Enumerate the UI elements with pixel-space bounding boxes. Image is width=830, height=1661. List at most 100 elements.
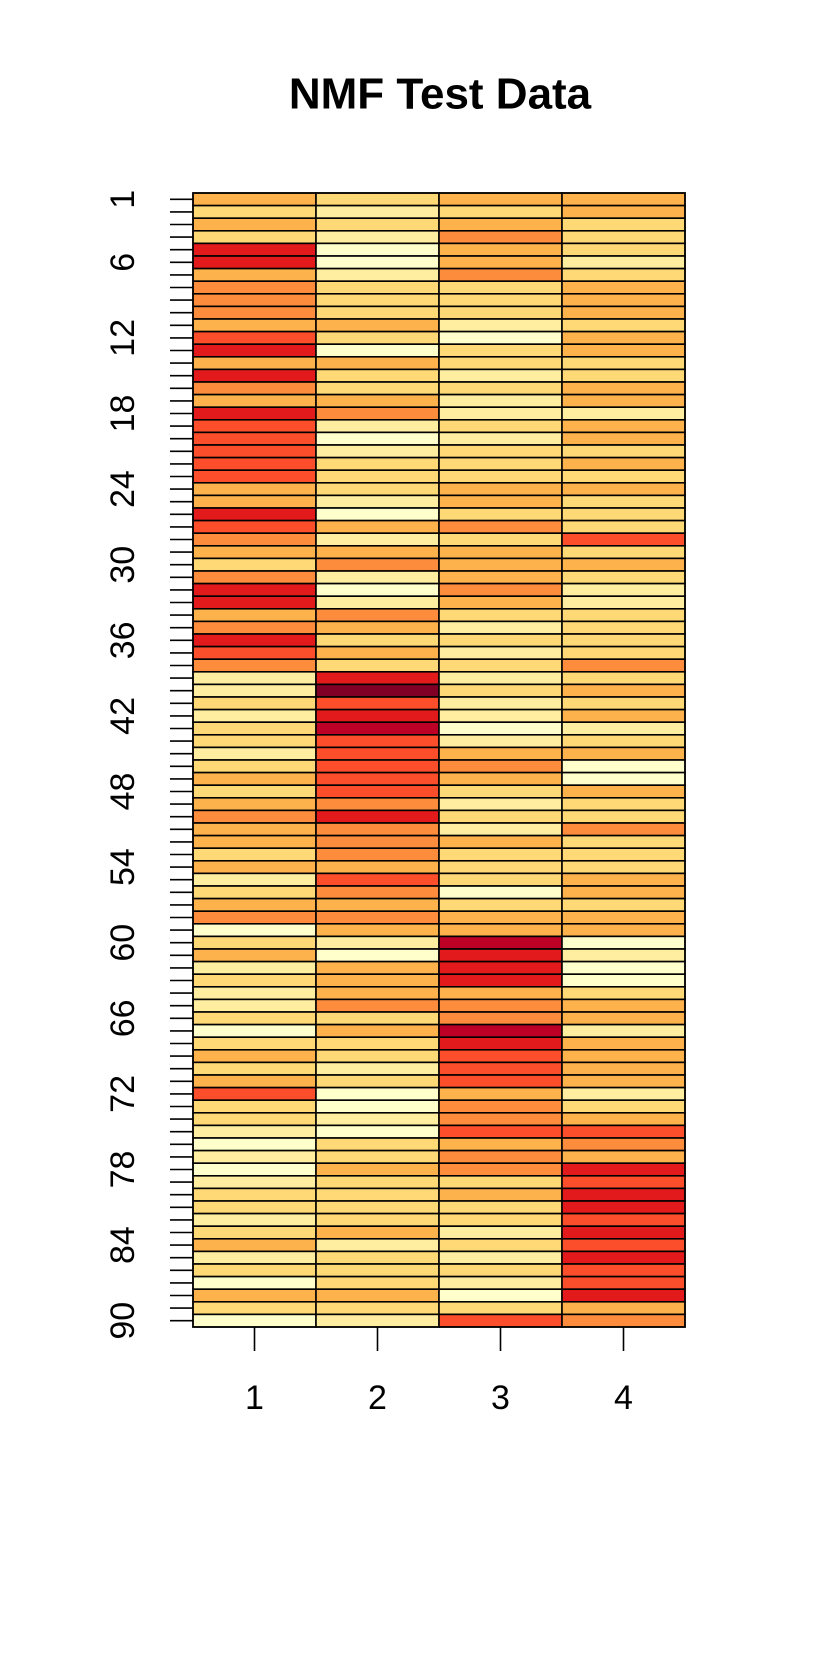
heatmap-cell [315, 1023, 440, 1038]
y-tick-label: 24 [104, 470, 142, 508]
heatmap-cell [438, 733, 563, 749]
heatmap-cell [438, 645, 563, 660]
heatmap-cell [192, 922, 317, 938]
heatmap-cell [192, 292, 317, 308]
heatmap-cell [438, 1074, 563, 1089]
heatmap-cell [315, 1225, 440, 1240]
heatmap-cell [561, 922, 686, 938]
heatmap-cell [438, 633, 563, 648]
heatmap-cell [192, 746, 317, 761]
heatmap-cell [561, 204, 686, 220]
heatmap-cell [561, 948, 686, 963]
heatmap-cell [315, 1137, 440, 1152]
heatmap-cell [192, 255, 317, 270]
heatmap-cell [315, 330, 440, 346]
heatmap-cell [315, 557, 440, 572]
heatmap-cell [561, 267, 686, 283]
heatmap-cell [315, 1074, 440, 1089]
heatmap-cell [561, 330, 686, 346]
heatmap-cell [315, 620, 440, 635]
heatmap-cell [561, 494, 686, 509]
heatmap-cell [192, 1112, 317, 1127]
heatmap-cell [561, 381, 686, 396]
heatmap-cell [315, 507, 440, 522]
y-tick-label: 66 [104, 999, 142, 1037]
heatmap-cell [561, 230, 686, 245]
heatmap-cell [192, 1313, 317, 1328]
heatmap-cell [561, 859, 686, 875]
heatmap-cell [561, 885, 686, 900]
heatmap-cell [315, 393, 440, 409]
heatmap-cell [192, 481, 317, 497]
heatmap-cell [192, 935, 317, 950]
heatmap-cell [192, 1162, 317, 1177]
heatmap-cell [438, 658, 563, 673]
heatmap-cell [561, 1175, 686, 1190]
heatmap-cell [438, 431, 563, 446]
heatmap-cell [192, 985, 317, 1001]
heatmap-cell [438, 368, 563, 383]
heatmap-cell [192, 1099, 317, 1114]
heatmap-cell [192, 708, 317, 723]
heatmap-cell [192, 1137, 317, 1152]
heatmap-cell [315, 343, 440, 358]
heatmap-cell [438, 255, 563, 270]
heatmap-cell [192, 1061, 317, 1076]
heatmap-cell [438, 809, 563, 824]
heatmap-cell [315, 1036, 440, 1051]
heatmap-cell [561, 1036, 686, 1051]
heatmap-cell [438, 759, 563, 774]
heatmap-cell [438, 1225, 563, 1240]
heatmap-cell [315, 1275, 440, 1290]
heatmap-cell [315, 645, 440, 660]
heatmap-cell [315, 633, 440, 648]
heatmap-cell [438, 292, 563, 308]
heatmap-cell [561, 1263, 686, 1278]
heatmap-cell [438, 822, 563, 837]
heatmap-cell [561, 557, 686, 572]
heatmap-cell [561, 255, 686, 270]
heatmap-cell [438, 469, 563, 484]
heatmap-cell [315, 1313, 440, 1328]
heatmap-cell [561, 759, 686, 774]
heatmap-cell [561, 368, 686, 383]
heatmap-cell [315, 267, 440, 283]
heatmap-cell [192, 230, 317, 245]
heatmap-cell [192, 242, 317, 257]
heatmap-cell [315, 746, 440, 761]
heatmap-cell [192, 519, 317, 534]
heatmap-cell [192, 595, 317, 610]
heatmap-cell [315, 570, 440, 585]
heatmap-cell [438, 582, 563, 597]
heatmap-cell [192, 784, 317, 799]
heatmap-cell [438, 1112, 563, 1127]
heatmap-cell [438, 1023, 563, 1038]
heatmap-cell [192, 910, 317, 925]
heatmap-cell [438, 406, 563, 421]
heatmap-cell [438, 721, 563, 736]
heatmap-cell [438, 343, 563, 358]
heatmap-cell [561, 570, 686, 585]
heatmap-cell [438, 393, 563, 409]
heatmap-cell [561, 406, 686, 421]
heatmap-cell [315, 544, 440, 560]
heatmap-cell [561, 318, 686, 333]
heatmap-cell [561, 507, 686, 522]
heatmap-cell [315, 292, 440, 308]
heatmap-cell [561, 670, 686, 686]
heatmap-cell [561, 343, 686, 358]
heatmap-cell [315, 859, 440, 875]
heatmap-cell [315, 595, 440, 610]
heatmap-cell [561, 620, 686, 635]
heatmap-cell [192, 1275, 317, 1290]
heatmap-cell [438, 1149, 563, 1164]
heatmap-cell [192, 381, 317, 396]
heatmap-cell [561, 481, 686, 497]
heatmap-cell [438, 960, 563, 975]
heatmap-cell [315, 1011, 440, 1026]
heatmap-cell [315, 431, 440, 446]
heatmap-cell [192, 1011, 317, 1026]
heatmap-cell [315, 910, 440, 925]
heatmap-cell [561, 1099, 686, 1114]
